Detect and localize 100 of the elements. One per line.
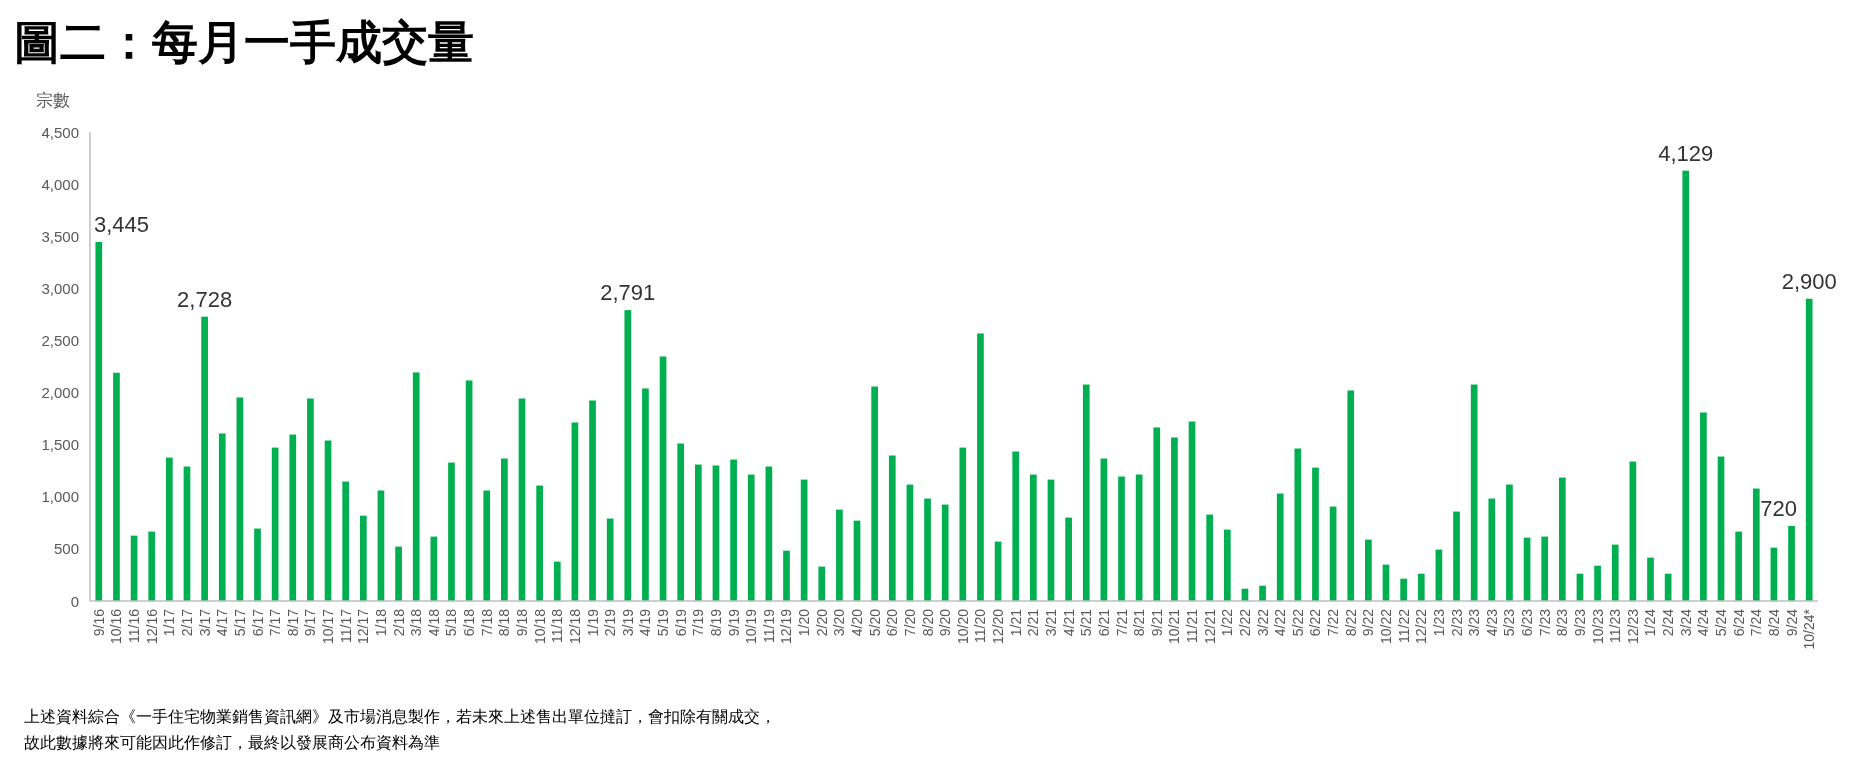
x-tick-label: 12/23 [1624,608,1641,645]
x-tick-label: 2/18 [390,608,407,637]
x-tick-label: 11/21 [1184,608,1201,643]
x-tick-label: 1/20 [796,608,813,637]
x-tick-label: 1/19 [584,608,601,637]
bar [1488,498,1496,601]
bar [977,333,984,601]
bar [606,518,614,601]
x-tick-label: 2/24 [1660,608,1677,637]
text: 上述資料綜合《一手住宅物業銷售資訊網》及市場消息製作，若未來上述售出單位撻訂，會扣除有關成交， [24,708,776,725]
bar [677,443,685,601]
bar [201,316,208,601]
x-tick-label: 9/16 [90,608,107,637]
y-tick-label: 2,500 [41,331,79,349]
x-tick-label: 2/22 [1236,608,1253,637]
x-tick-label: 9/22 [1360,608,1377,637]
x-tick-label: 2/20 [813,608,830,637]
x-tick-label: 7/22 [1325,608,1342,637]
bar [113,372,120,601]
bar [783,550,790,601]
chart-title: 圖二：每月一手成交量 [14,16,474,68]
x-tick-label: 9/23 [1571,608,1588,637]
bar [448,462,455,601]
bar [1647,557,1654,601]
bar [1171,437,1178,601]
x-tick-label: 8/18 [496,608,513,637]
bar [1065,517,1072,601]
x-tick-label: 12/16 [143,608,160,645]
x-tick-label: 9/19 [725,608,742,637]
x-tick-label: 3/24 [1677,608,1694,637]
x-tick-label: 8/20 [919,608,936,637]
x-tick-label: 9/17 [302,608,319,637]
x-tick-label: 5/23 [1501,608,1518,637]
x-tick-label: 2/17 [178,608,195,637]
x-tick-label: 12/18 [566,608,583,645]
x-tick-label: 10/24* [1801,608,1818,650]
x-tick-label: 9/21 [1148,608,1165,637]
x-tick-label: 8/23 [1554,608,1571,637]
x-tick-label: 6/20 [884,608,901,637]
bar [694,464,702,601]
bar [747,474,755,601]
bar [166,457,173,601]
x-tick-label: 4/21 [1060,608,1077,637]
bar [1030,474,1037,601]
bar [624,310,632,601]
x-tick-label: 8/19 [707,608,724,637]
x-tick-label: 4/22 [1272,608,1289,637]
y-tick-label: 4,000 [41,175,79,193]
x-tick-label: 11/22 [1395,608,1412,643]
data-label: 2,900 [1781,268,1837,294]
x-tick-label: 3/19 [619,608,636,637]
x-tick-label: 1/24 [1642,608,1659,637]
x-tick-label: 1/22 [1219,608,1236,637]
x-tick-label: 9/20 [937,608,954,637]
x-tick-label: 1/18 [372,608,389,637]
x-tick-label: 3/17 [196,608,213,637]
bar [359,515,367,601]
x-tick-label: 11/16 [126,608,143,643]
y-tick-label: 2,000 [41,384,79,402]
x-tick-label: 5/18 [443,608,460,637]
x-tick-label: 11/19 [760,608,777,643]
x-tick-label: 5/21 [1078,608,1095,637]
data-label: 2,728 [177,286,233,312]
bar [307,398,314,601]
x-tick-label: 10/18 [531,608,548,645]
bar [1276,493,1284,601]
x-tick-label: 5/19 [655,608,672,637]
x-tick-label: 7/20 [901,608,918,637]
bar [1558,477,1566,601]
x-tick-label: 6/24 [1730,608,1747,637]
x-tick-label: 7/18 [478,608,495,637]
y-tick-label: 1,500 [41,436,79,454]
bar [412,372,420,601]
x-tick-label: 3/21 [1042,608,1059,637]
x-tick-label: 5/24 [1713,608,1730,637]
x-tick-label: 11/17 [337,608,354,643]
bar [941,504,949,601]
bar [888,455,896,601]
bar [289,434,297,601]
x-tick-label: 3/20 [831,608,848,637]
data-label: 720 [1760,495,1797,521]
bar [95,241,103,601]
x-tick-label: 10/17 [320,608,337,645]
x-tick-label: 5/17 [231,608,248,637]
x-tick-label: 9/18 [514,608,530,637]
bar [1347,390,1355,601]
bar [395,546,402,601]
bar [501,458,508,601]
x-tick-label: 10/20 [954,608,971,645]
bar [1700,412,1707,601]
x-tick-label: 2/19 [602,608,619,637]
x-tick-label: 1/21 [1007,608,1024,637]
x-tick-label: 10/22 [1378,608,1394,645]
x-tick-label: 6/18 [461,608,478,637]
y-tick-label: 4,500 [41,123,79,141]
x-tick-label: 8/21 [1131,608,1148,637]
bar [1118,476,1125,601]
x-tick-label: 7/17 [267,608,284,637]
bar [1541,536,1549,601]
x-tick-label: 4/23 [1483,608,1500,637]
